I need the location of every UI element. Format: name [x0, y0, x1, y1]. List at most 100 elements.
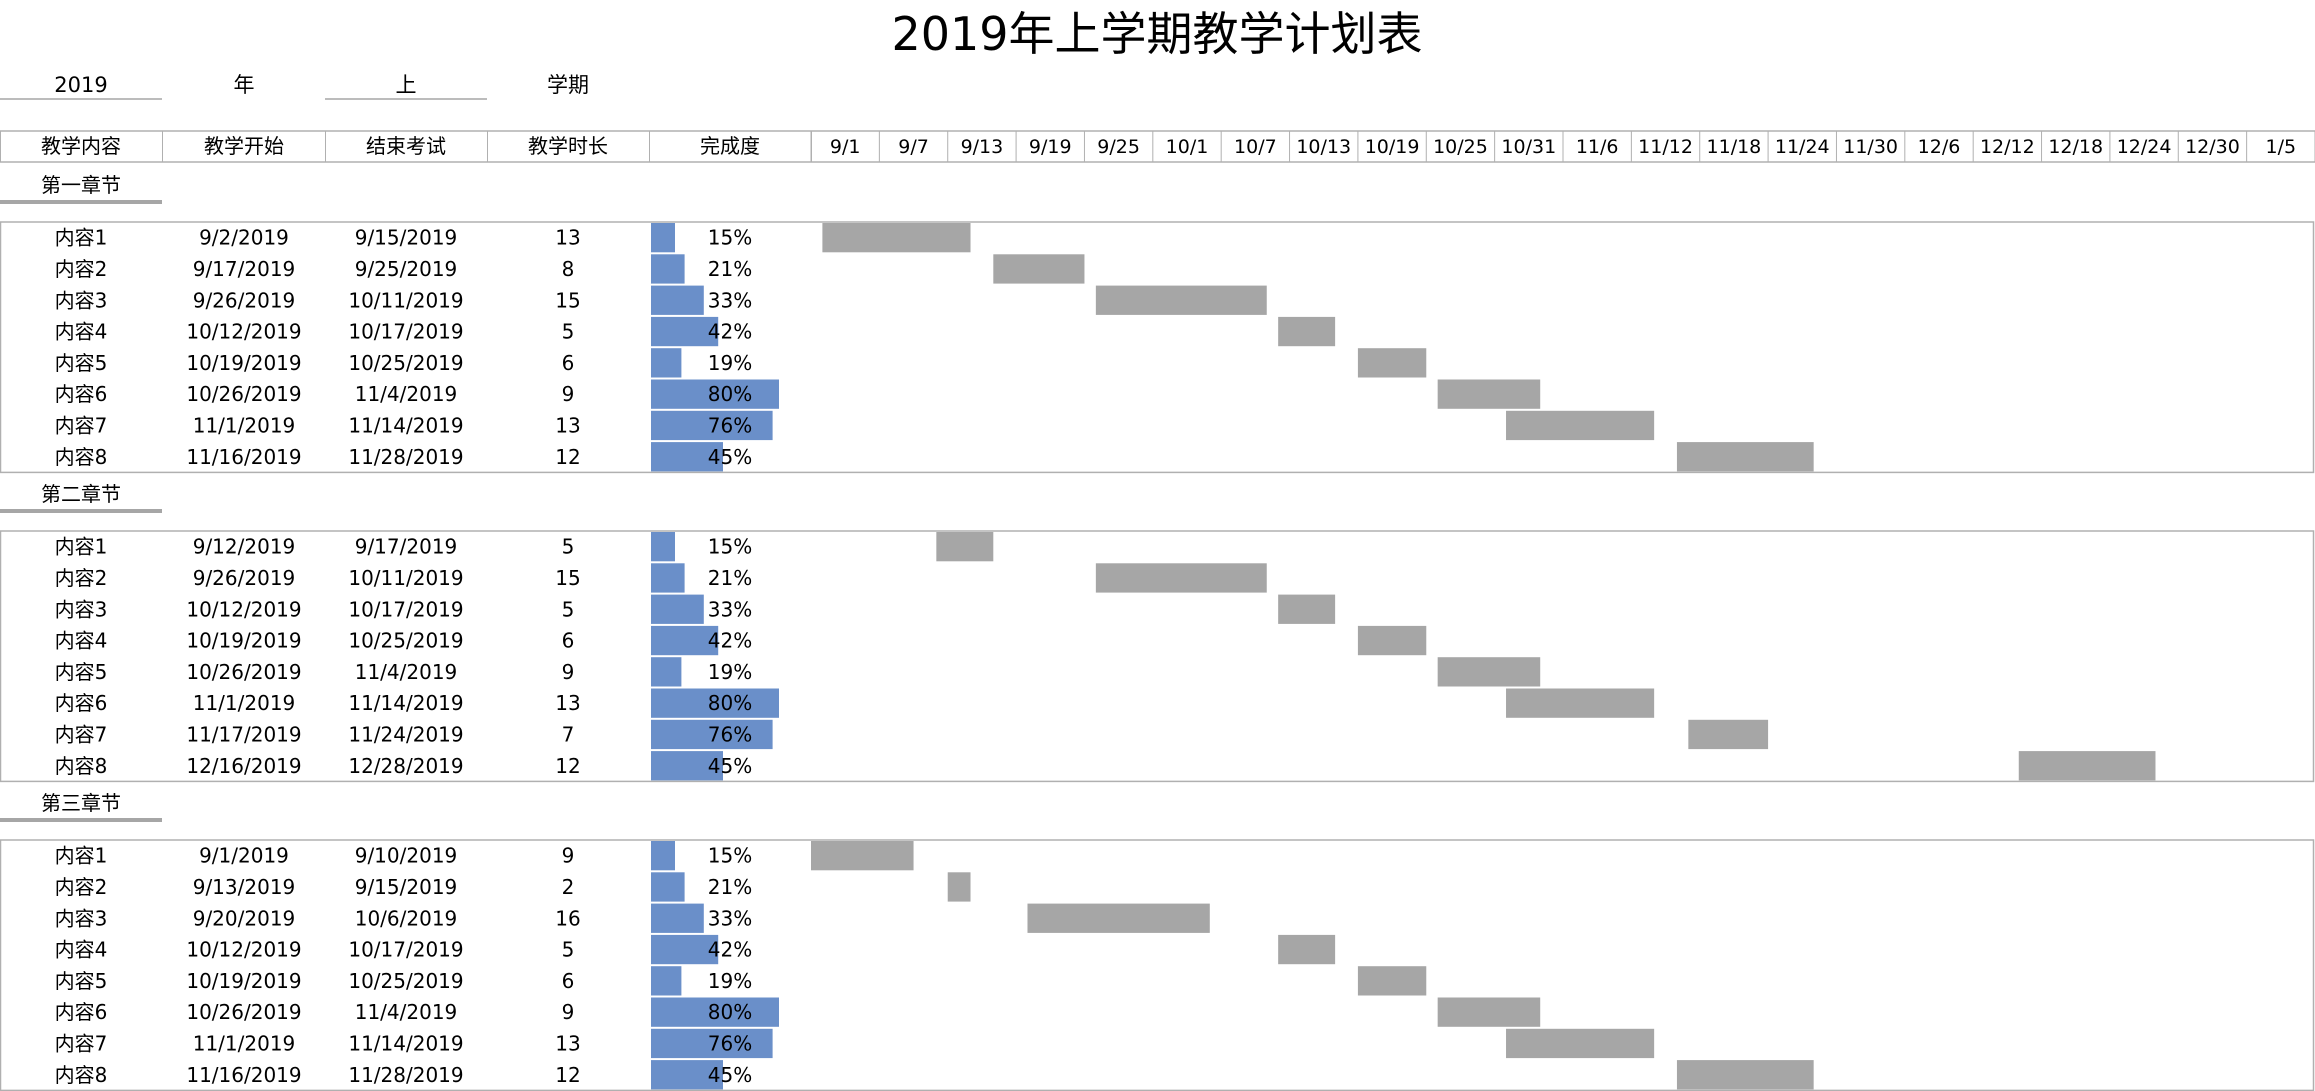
timeline-tick-label: 12/6: [1918, 136, 1961, 158]
row-content: 内容6: [55, 691, 108, 715]
gantt-bar: [1688, 719, 1769, 750]
column-header: 结束考试: [366, 134, 446, 158]
row-duration: 6: [562, 629, 575, 653]
row-duration: 13: [555, 691, 580, 715]
progress-bar: [651, 410, 773, 441]
row-end-date: 10/25/2019: [348, 969, 463, 993]
row-end-date: 10/11/2019: [348, 288, 463, 312]
row-start-date: 9/17/2019: [193, 257, 296, 281]
page-title: 2019年上学期教学计划表: [891, 7, 1422, 61]
row-duration: 15: [555, 566, 580, 590]
bar-layer: [651, 223, 2156, 1090]
row-start-date: 10/12/2019: [186, 938, 301, 962]
progress-bar: [651, 1060, 723, 1090]
row-progress-label: 45%: [708, 1063, 752, 1087]
row-progress-label: 80%: [708, 691, 752, 715]
text-layer: 教学内容 教学开始 结束考试 教学时长 完成度 9/1 9/7 9/13 9/19 9/25 10/…: [41, 134, 2296, 1087]
progress-bar: [651, 594, 704, 624]
row-start-date: 10/19/2019: [186, 351, 301, 375]
timeline-tick-label: 12/12: [1980, 136, 2035, 158]
row-duration: 9: [562, 844, 575, 868]
row-progress-label: 33%: [708, 288, 752, 312]
progress-bar: [651, 966, 682, 996]
progress-bar: [651, 625, 719, 656]
gantt-bar: [1437, 379, 1541, 409]
row-duration: 12: [555, 445, 580, 469]
row-duration: 2: [562, 875, 575, 899]
row-content: 内容3: [55, 597, 108, 621]
row-end-date: 10/6/2019: [355, 906, 458, 930]
timeline-tick-label: 12/30: [2185, 136, 2240, 158]
row-content: 内容5: [55, 351, 108, 375]
gantt-bar: [1506, 688, 1655, 718]
row-progress-label: 19%: [708, 660, 752, 684]
row-end-date: 9/25/2019: [355, 257, 458, 281]
row-start-date: 10/19/2019: [186, 969, 301, 993]
timeline-tick-label: 11/6: [1576, 136, 1619, 158]
progress-bar: [651, 223, 675, 253]
row-progress-label: 42%: [708, 938, 752, 962]
gantt-bar: [811, 841, 914, 871]
section-title: 第二章节: [41, 482, 121, 506]
gantt-bar: [1676, 442, 1814, 472]
row-progress-label: 80%: [708, 1000, 752, 1024]
row-duration: 7: [562, 722, 575, 746]
row-start-date: 9/20/2019: [193, 906, 296, 930]
row-content: 内容1: [55, 226, 108, 250]
row-start-date: 11/1/2019: [193, 413, 296, 437]
term-value: 上: [396, 73, 417, 97]
row-progress-label: 15%: [708, 535, 752, 559]
row-content: 内容4: [55, 938, 108, 962]
row-end-date: 11/4/2019: [355, 382, 458, 406]
row-duration: 15: [555, 288, 580, 312]
progress-bar: [651, 997, 779, 1027]
progress-bar: [651, 348, 682, 378]
row-end-date: 11/14/2019: [348, 413, 463, 437]
timeline-tick-label: 9/13: [961, 136, 1004, 158]
row-end-date: 10/25/2019: [348, 351, 463, 375]
row-start-date: 10/26/2019: [186, 1000, 301, 1024]
row-duration: 13: [555, 413, 580, 437]
timeline-tick-label: 11/12: [1638, 136, 1693, 158]
year-label: 年: [234, 73, 255, 97]
progress-bar: [651, 872, 685, 902]
timeline-tick-label: 10/13: [1296, 136, 1351, 158]
gantt-bar: [1506, 410, 1655, 441]
row-content: 内容2: [55, 875, 108, 899]
gantt-bar: [1278, 934, 1336, 965]
row-end-date: 11/24/2019: [348, 722, 463, 746]
gantt-bar: [1095, 563, 1267, 593]
section-box: [0, 530, 2315, 783]
gantt-bar: [2018, 751, 2156, 781]
timeline-tick-label: 11/30: [1843, 136, 1898, 158]
gantt-bar: [993, 254, 1085, 284]
row-content: 内容8: [55, 1063, 108, 1087]
row-end-date: 11/28/2019: [348, 445, 463, 469]
row-content: 内容4: [55, 629, 108, 653]
row-start-date: 10/19/2019: [186, 629, 301, 653]
row-end-date: 9/17/2019: [355, 535, 458, 559]
row-content: 内容7: [55, 413, 108, 437]
row-progress-label: 33%: [708, 906, 752, 930]
progress-bar: [651, 563, 685, 593]
row-start-date: 9/1/2019: [199, 844, 289, 868]
column-header: 教学时长: [528, 134, 608, 158]
row-end-date: 10/17/2019: [348, 938, 463, 962]
row-end-date: 10/11/2019: [348, 566, 463, 590]
row-duration: 13: [555, 226, 580, 250]
timeline-tick-label: 9/1: [830, 136, 861, 158]
row-progress-label: 21%: [708, 566, 752, 590]
column-header: 完成度: [700, 134, 760, 158]
row-duration: 6: [562, 351, 575, 375]
row-content: 内容7: [55, 722, 108, 746]
row-progress-label: 45%: [708, 445, 752, 469]
timeline-tick-label: 9/25: [1097, 136, 1140, 158]
section-box: [0, 221, 2315, 474]
gantt-bar: [1278, 594, 1336, 624]
row-end-date: 11/14/2019: [348, 1031, 463, 1055]
progress-bar: [651, 751, 723, 781]
timeline-tick-label: 10/25: [1433, 136, 1488, 158]
row-progress-label: 76%: [708, 722, 752, 746]
timeline-tick-label: 12/18: [2048, 136, 2103, 158]
